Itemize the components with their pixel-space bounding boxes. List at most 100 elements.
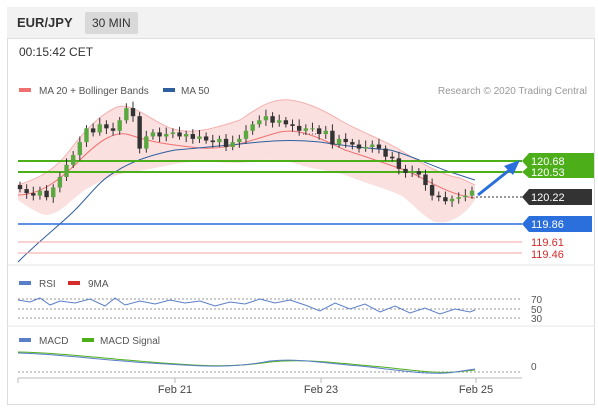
rsi-line <box>17 297 476 315</box>
price-label-120-53: 120.53 <box>531 167 565 179</box>
candle-body <box>469 190 475 196</box>
candle-body <box>336 138 342 145</box>
rsi-ma-legend-label: 9MA <box>88 279 109 290</box>
price-label-119-46: 119.46 <box>531 249 564 261</box>
candle-body <box>403 168 408 173</box>
candle-body <box>343 138 348 143</box>
candle-body <box>197 136 202 139</box>
candle-body <box>383 148 388 157</box>
price-label-bg <box>522 153 594 169</box>
candle-body <box>124 108 129 121</box>
candle-body <box>117 120 122 131</box>
candle-body <box>370 144 375 147</box>
candle-body <box>110 128 116 131</box>
candle-body <box>130 108 136 117</box>
candle-body <box>277 120 282 123</box>
candle-body <box>177 132 182 137</box>
candlestick-series <box>17 101 475 207</box>
candle-body <box>390 156 395 159</box>
macd-legend-label: MACD <box>39 336 68 347</box>
candle-body <box>290 124 295 126</box>
bollinger-upper <box>17 99 476 186</box>
candle-body <box>263 116 269 121</box>
price-label-bg <box>522 189 592 205</box>
candle-body <box>356 144 362 149</box>
candle-body <box>396 158 402 169</box>
candle-body <box>423 174 428 186</box>
bollinger-legend-label: MA 20 + Bollinger Bands <box>39 86 149 97</box>
candle-body <box>90 128 96 133</box>
candle-body <box>257 120 262 125</box>
candle-body <box>164 134 169 137</box>
candle-body <box>350 142 355 145</box>
rsi-label-70: 70 <box>531 295 543 306</box>
candle-body <box>310 128 315 130</box>
candle-body <box>303 128 309 131</box>
candle-body <box>296 125 302 131</box>
candle-body <box>250 124 255 131</box>
timestamp: 00:15:42 CET <box>19 45 94 59</box>
candle-body <box>283 120 289 125</box>
candle-body <box>97 124 102 133</box>
candle-body <box>31 193 36 196</box>
candle-body <box>316 128 322 135</box>
candle-body <box>44 190 49 198</box>
macd-signal-line <box>17 351 476 373</box>
rsi-legend-swatch <box>19 281 31 285</box>
chart-widget <box>7 7 595 405</box>
candle-body <box>270 116 275 123</box>
candle-body <box>77 142 83 156</box>
candle-body <box>376 144 382 149</box>
price-label-current: 120.22 <box>531 192 565 204</box>
candle-body <box>230 142 235 147</box>
candle-body <box>203 136 209 141</box>
rsi-label-30: 30 <box>531 314 543 325</box>
price-label-bg <box>522 216 592 232</box>
candle-body <box>443 197 448 202</box>
chart-header: EUR/JPY 30 MIN <box>7 7 595 39</box>
candle-body <box>330 130 335 145</box>
candle-body <box>24 189 29 194</box>
macd-signal-legend-swatch <box>82 338 94 342</box>
candle-body <box>104 124 109 129</box>
price-label-120-68: 120.68 <box>531 156 565 168</box>
macd-line <box>17 352 476 374</box>
price-label-119-61: 119.61 <box>531 237 564 249</box>
candle-body <box>37 190 43 196</box>
candle-body <box>70 155 76 165</box>
macd-signal-legend-label: MACD Signal <box>100 336 160 347</box>
forecast-arrow-line <box>477 166 513 197</box>
candle-body <box>363 146 368 149</box>
timeframe-button[interactable]: 30 MIN <box>85 12 138 34</box>
macd-label-0: 0 <box>531 362 537 373</box>
bollinger-legend-swatch <box>19 88 31 92</box>
candle-body <box>190 134 196 139</box>
rsi-label-50: 50 <box>531 305 543 316</box>
candle-body <box>409 171 415 173</box>
candle-body <box>144 136 149 149</box>
candle-body <box>429 185 435 196</box>
x-axis-label-feb25: Feb 25 <box>459 384 493 396</box>
candle-body <box>237 138 242 143</box>
candle-body <box>243 130 249 139</box>
credit-text: Research © 2020 Trading Central <box>438 86 587 97</box>
candle-body <box>137 116 142 149</box>
price-label-bg <box>522 166 594 178</box>
symbol-title: EUR/JPY <box>17 15 73 30</box>
candle-body <box>323 130 328 135</box>
rsi-legend-label: RSI <box>39 279 56 290</box>
macd-legend-swatch <box>19 338 31 342</box>
candle-body <box>183 134 189 137</box>
candle-body <box>170 132 176 135</box>
candle-body <box>217 138 222 143</box>
candle-body <box>150 132 156 137</box>
candle-body <box>456 197 461 199</box>
rsi-ma-legend-swatch <box>68 281 80 285</box>
candle-body <box>17 185 23 190</box>
candle-body <box>416 171 422 175</box>
candle-body <box>463 195 468 198</box>
candle-body <box>157 132 162 137</box>
ma50-legend-swatch <box>163 88 175 92</box>
x-axis-label-feb21: Feb 21 <box>158 384 192 396</box>
candle-body <box>210 140 215 143</box>
